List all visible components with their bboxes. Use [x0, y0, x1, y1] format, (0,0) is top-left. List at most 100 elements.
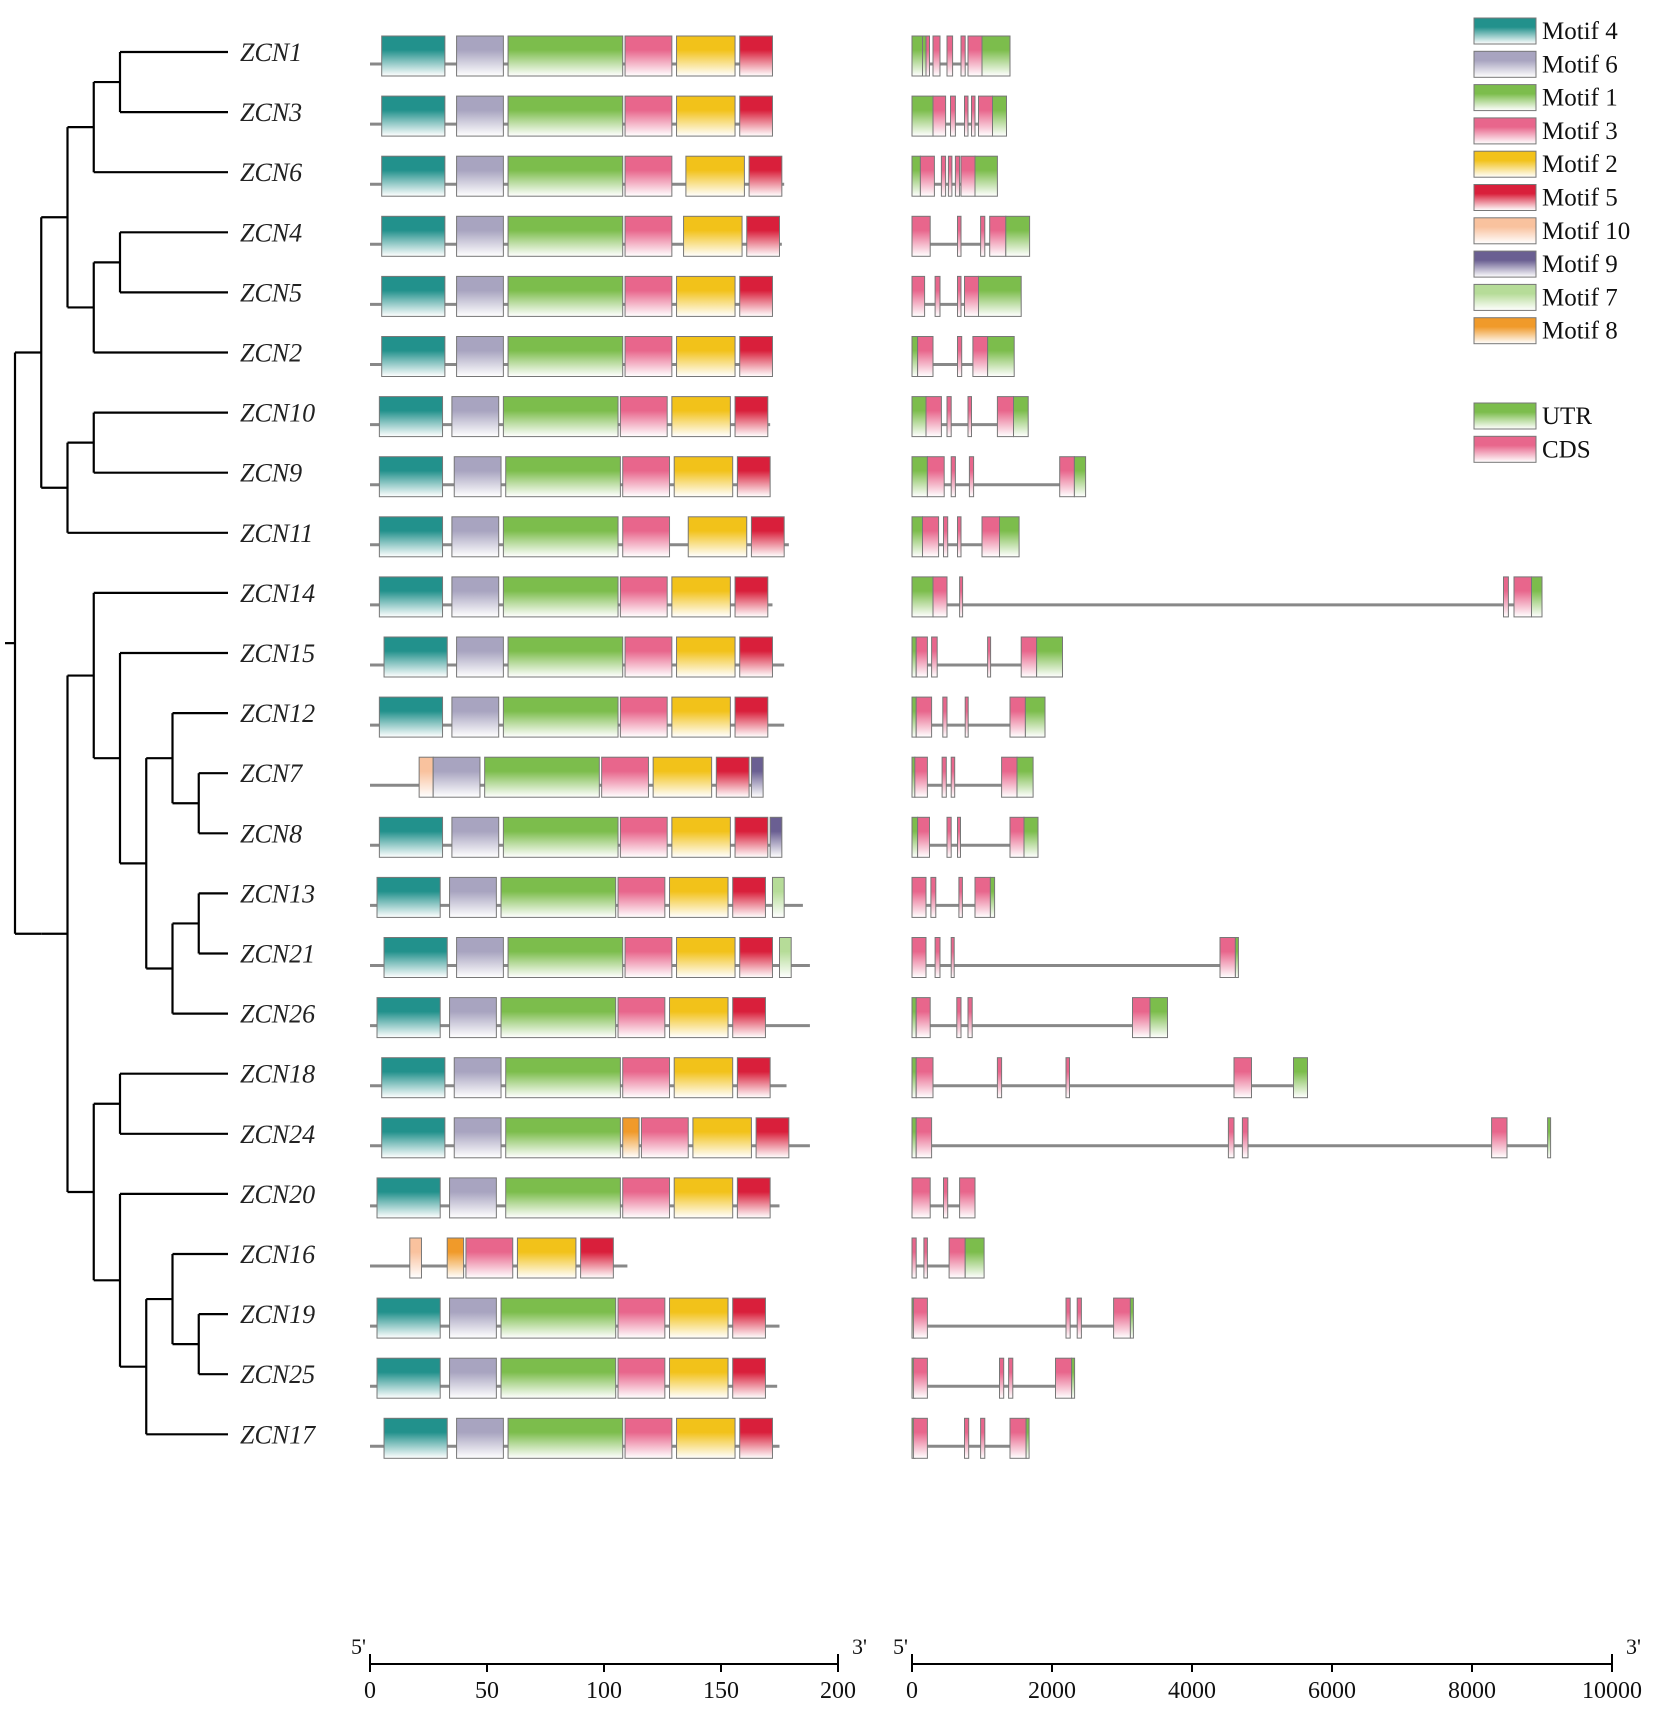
cds-block — [978, 95, 993, 137]
motif-box-motif-1 — [505, 456, 621, 498]
cds-block — [919, 155, 935, 197]
cds-block — [980, 1417, 986, 1459]
utr-block — [911, 576, 934, 618]
motif-box-motif-3 — [622, 456, 671, 498]
motif-row-zcn10 — [370, 396, 771, 438]
gene-label-zcn25: ZCN25 — [240, 1360, 315, 1389]
motif-box-motif-7 — [771, 876, 785, 918]
tick-label: 150 — [703, 1678, 739, 1704]
cds-block — [931, 636, 938, 678]
cds-block — [947, 155, 953, 197]
legend-swatch — [1473, 435, 1537, 463]
motif-box-motif-6 — [456, 636, 504, 678]
tick-label: 2000 — [1028, 1678, 1076, 1704]
cds-block — [967, 997, 973, 1039]
structure-row-zcn2 — [911, 336, 1015, 377]
utr-block — [974, 155, 998, 197]
structure-row-zcn24 — [911, 1117, 1552, 1159]
motif-box-motif-2 — [676, 95, 736, 137]
cds-block — [946, 396, 952, 438]
motif-box-motif-4 — [381, 95, 446, 137]
motif-box-motif-2 — [673, 456, 734, 498]
utr-block — [1149, 997, 1168, 1039]
motif-box-motif-5 — [732, 876, 766, 918]
gene-label-zcn15: ZCN15 — [240, 639, 315, 668]
motif-box-motif-5 — [739, 1417, 773, 1459]
motif-box-motif-3 — [624, 215, 673, 257]
cds-block — [946, 816, 952, 858]
structure-row-zcn3 — [911, 95, 1007, 137]
gene-structure-track — [911, 35, 1552, 1459]
cds-block — [1055, 1357, 1073, 1399]
motif-box-motif-5 — [736, 1177, 771, 1219]
gene-label-zcn4: ZCN4 — [240, 218, 302, 247]
motif-box-motif-3 — [617, 1297, 666, 1339]
structure-axis: 0 2000 4000 6000 8000 10000 5' 3' — [893, 1634, 1642, 1704]
cds-block — [1513, 576, 1532, 618]
legend-item-motif-8: Motif 8 — [1473, 317, 1618, 345]
utr-block — [989, 876, 996, 918]
utr-block — [999, 516, 1020, 558]
motif-box-motif-1 — [502, 516, 619, 558]
motif-box-motif-6 — [456, 1417, 504, 1459]
motif-box-motif-4 — [378, 576, 444, 618]
motif-box-motif-1 — [502, 696, 619, 738]
cds-block — [999, 1357, 1005, 1399]
motif-row-zcn18 — [370, 1057, 787, 1099]
cds-block — [1113, 1297, 1131, 1339]
legend-label: Motif 5 — [1542, 185, 1618, 212]
motif-row-zcn13 — [370, 876, 803, 918]
utr-block — [1071, 1357, 1076, 1399]
utr-block — [911, 456, 928, 498]
motif-box-motif-4 — [378, 816, 444, 858]
cds-block — [948, 1237, 966, 1279]
motif-row-zcn4 — [370, 215, 782, 257]
motif-row-zcn6 — [370, 155, 785, 197]
motif-row-zcn16 — [370, 1237, 628, 1279]
utr-block — [1013, 396, 1029, 438]
legend-label: Motif 10 — [1542, 218, 1630, 245]
legend-item-motif-2: Motif 2 — [1473, 150, 1618, 178]
motif-row-zcn7 — [370, 756, 764, 798]
structure-row-zcn21 — [911, 937, 1239, 978]
cds-block — [1008, 1357, 1014, 1399]
motif-box-motif-2 — [669, 997, 729, 1039]
motif-box-motif-5 — [748, 155, 783, 197]
utr-block — [978, 275, 1022, 317]
gene-label-zcn17: ZCN17 — [240, 1420, 316, 1449]
cds-block — [923, 1237, 928, 1279]
tick-label: 6000 — [1308, 1678, 1356, 1704]
motif-box-motif-3 — [624, 636, 673, 678]
cds-block — [960, 155, 976, 197]
tick-label: 10000 — [1582, 1678, 1642, 1704]
motif-row-zcn19 — [370, 1297, 780, 1339]
cds-block — [959, 576, 964, 618]
gene-label-zcn21: ZCN21 — [240, 940, 315, 969]
tick-label: 0 — [364, 1678, 376, 1704]
cds-block — [950, 937, 955, 978]
motif-box-motif-4 — [376, 1297, 441, 1339]
cds-block — [940, 155, 947, 197]
motif-box-motif-1 — [507, 215, 624, 257]
legend-label: Motif 3 — [1542, 118, 1618, 145]
motif-box-motif-3 — [624, 1417, 673, 1459]
motif-box-motif-4 — [381, 275, 446, 317]
legend-label: Motif 2 — [1542, 151, 1618, 178]
motif-box-motif-3 — [622, 516, 671, 558]
cds-block — [911, 215, 931, 257]
motif-box-motif-4 — [376, 1357, 441, 1399]
motif-box-motif-1 — [507, 35, 624, 77]
utr-block — [1036, 636, 1063, 678]
gene-label-zcn7: ZCN7 — [240, 759, 303, 788]
motif-box-motif-5 — [715, 756, 750, 798]
motif-box-motif-2 — [676, 275, 736, 317]
motif-box-motif-3 — [624, 155, 673, 197]
three-prime-label: 3' — [1626, 1634, 1641, 1659]
cds-block — [1020, 636, 1038, 678]
structure-row-zcn4 — [911, 215, 1031, 257]
motif-box-motif-2 — [671, 696, 731, 738]
cds-block — [987, 636, 992, 678]
structure-row-zcn5 — [911, 275, 1022, 317]
motif-box-motif-2 — [671, 576, 731, 618]
motif-box-motif-8 — [446, 1237, 465, 1279]
